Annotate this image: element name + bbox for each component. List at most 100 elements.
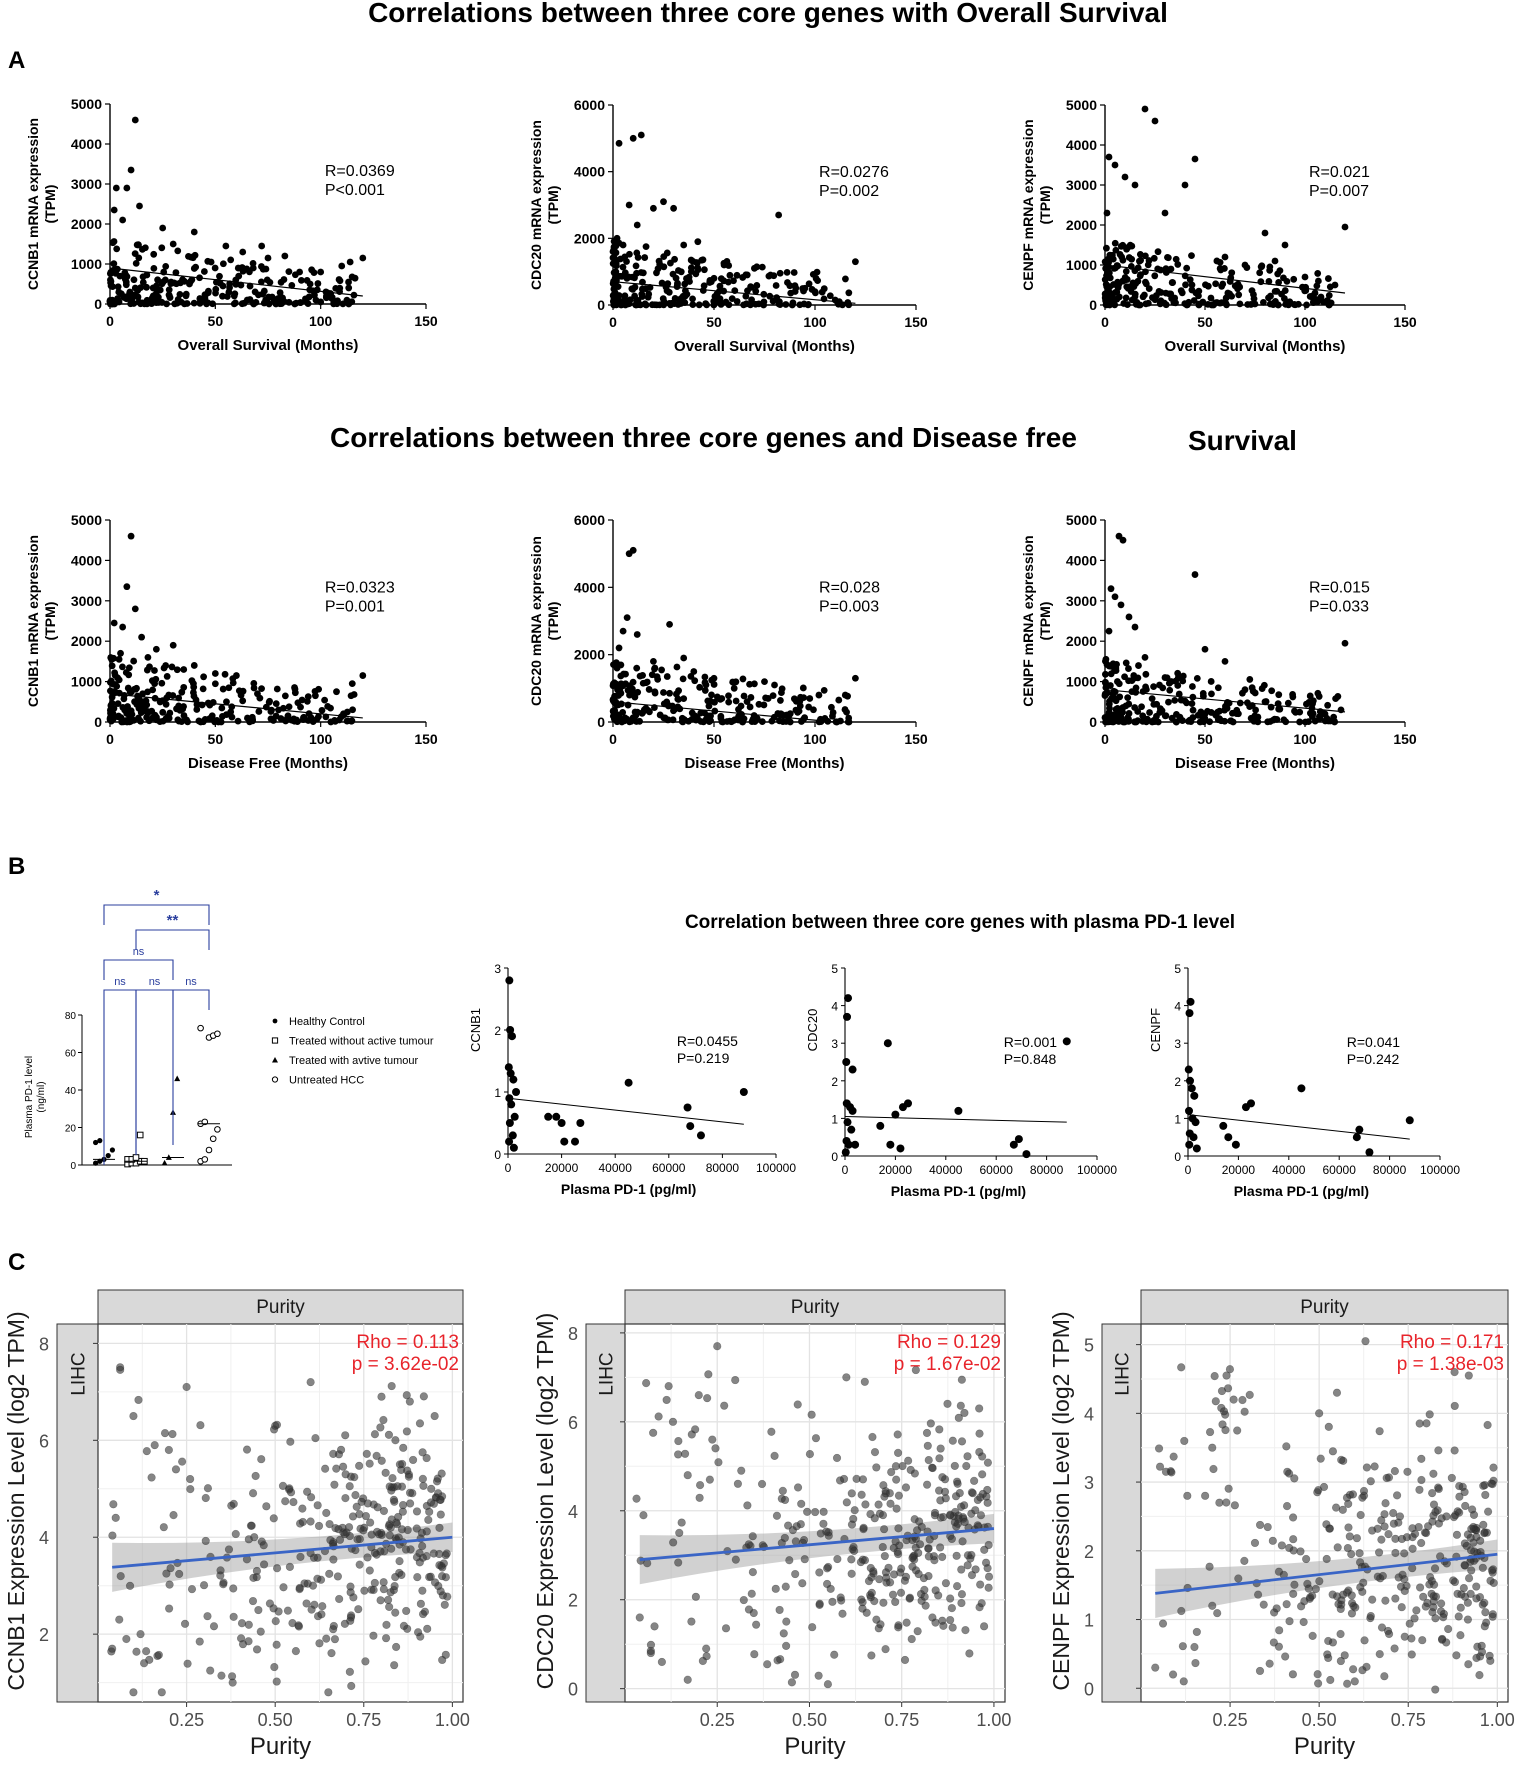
data-point: [666, 620, 673, 628]
data-point: [1486, 1576, 1495, 1585]
data-point: [1479, 1520, 1488, 1529]
data-point: [827, 703, 835, 711]
data-point: [157, 298, 165, 306]
data-point: [609, 297, 617, 305]
legend-label: Treated without active tumour: [289, 1036, 434, 1048]
data-point: [962, 1461, 971, 1471]
data-point: [1341, 223, 1349, 231]
y-tick-label: 0: [1089, 297, 1097, 313]
data-point: [742, 292, 750, 300]
data-point: [1161, 209, 1169, 217]
data-point: [405, 1397, 414, 1406]
data-point: [660, 700, 668, 708]
data-point: [832, 1453, 842, 1463]
data-point: [1131, 293, 1139, 300]
data-point: [360, 1586, 369, 1595]
data-point: [842, 1498, 851, 1507]
data-point: [1234, 1574, 1243, 1583]
data-point: [772, 1511, 782, 1520]
data-point: [760, 290, 768, 298]
data-point: [953, 1479, 962, 1488]
data-point: [892, 1475, 901, 1484]
data-point: [1202, 281, 1209, 289]
data-point: [686, 1122, 695, 1131]
data-point: [418, 1542, 427, 1551]
data-point: [512, 1088, 521, 1096]
data-point: [1382, 1473, 1391, 1483]
data-point: [733, 298, 741, 305]
data-point: [1268, 687, 1276, 695]
data-point: [1146, 709, 1153, 716]
p-value: p = 3.62e-02: [352, 1354, 459, 1375]
data-point: [158, 244, 166, 252]
data-point: [1418, 1636, 1427, 1645]
data-point: [136, 1630, 145, 1639]
data-point: [1452, 1651, 1461, 1660]
data-point: [1289, 693, 1297, 701]
data-point: [1199, 298, 1207, 306]
data-point: [733, 1479, 743, 1488]
panel-b-label: B: [8, 853, 25, 880]
data-point: [115, 712, 122, 720]
data-point: [412, 1524, 421, 1533]
data-point: [1428, 1517, 1437, 1526]
regression-line: [507, 1097, 744, 1125]
y-tick-label: 8: [39, 1334, 49, 1354]
data-point: [110, 654, 117, 662]
data-point: [335, 1535, 345, 1544]
data-point: [935, 1425, 944, 1434]
data-point: [1107, 289, 1114, 297]
data-point: [300, 713, 308, 721]
data-point: [695, 301, 703, 309]
data-point: [271, 1421, 280, 1430]
legend-marker: [272, 1018, 278, 1024]
x-tick-label: 0: [1185, 1163, 1192, 1177]
data-point: [689, 301, 697, 309]
data-point: [696, 1131, 705, 1140]
data-point: [948, 1623, 957, 1632]
data-point: [894, 1524, 903, 1533]
data-point: [1447, 1473, 1456, 1483]
data-point: [330, 1635, 340, 1644]
y-tick-label: 5000: [1066, 97, 1097, 113]
y-tick-label: 4000: [71, 552, 102, 568]
data-point: [1101, 670, 1109, 678]
data-point: [1280, 274, 1287, 282]
data-point: [1184, 1065, 1193, 1074]
x-tick-label: 0: [106, 731, 114, 747]
data-point: [848, 1065, 857, 1074]
data-point: [255, 291, 262, 299]
data-point: [162, 1569, 171, 1578]
data-point: [197, 1024, 204, 1032]
data-point: [234, 264, 242, 272]
confidence-band: [1155, 1539, 1498, 1618]
data-point: [1142, 686, 1150, 693]
data-point: [1336, 1629, 1345, 1639]
data-point: [870, 1448, 880, 1457]
y-tick-label: 20: [65, 1124, 77, 1135]
data-point: [1360, 1636, 1369, 1645]
rho-value: Rho = 0.129: [897, 1332, 1001, 1353]
data-point: [166, 294, 174, 302]
data-point: [1183, 301, 1191, 309]
data-point: [377, 1392, 386, 1401]
data-point: [926, 1419, 935, 1428]
y-tick-label: 1000: [71, 256, 102, 272]
y-tick-label: 4: [831, 1000, 838, 1014]
data-point: [978, 1470, 987, 1479]
data-point: [1141, 653, 1149, 661]
data-point: [133, 701, 141, 708]
data-point: [1355, 1125, 1364, 1134]
y-tick-label: 4000: [1066, 137, 1097, 153]
data-point: [662, 283, 670, 291]
data-point: [173, 299, 181, 307]
correlation-r: R=0.001: [1004, 1034, 1058, 1050]
y-tick-label: 1000: [1066, 674, 1097, 690]
data-point: [259, 1541, 268, 1550]
data-point: [222, 242, 230, 250]
data-point: [939, 1512, 948, 1522]
data-point: [1431, 1685, 1440, 1694]
data-point: [1250, 716, 1258, 723]
row-strip-label: LIHC: [69, 1352, 90, 1395]
